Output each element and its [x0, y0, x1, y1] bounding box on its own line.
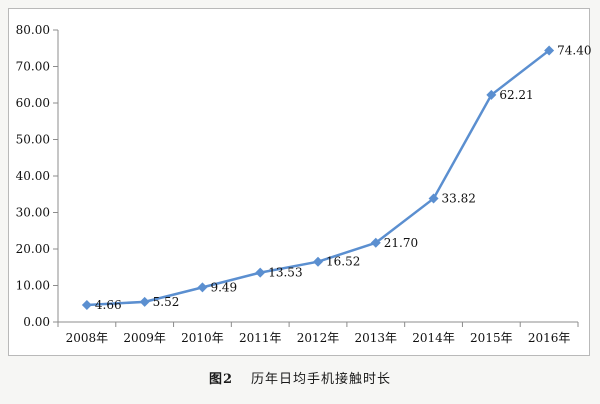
data-point-marker	[370, 237, 381, 248]
x-tick-label: 2011年	[239, 331, 282, 345]
series-line	[86, 49, 550, 307]
x-tick-label: 2008年	[66, 331, 109, 345]
data-point-marker	[197, 282, 208, 293]
y-tick-label: 60.00	[16, 96, 50, 110]
x-tick-label: 2013年	[355, 331, 398, 345]
x-tick-label: 2010年	[181, 331, 224, 345]
data-label: 16.52	[326, 255, 360, 269]
data-point-marker	[428, 193, 439, 204]
x-tick-label: 2015年	[470, 331, 513, 345]
data-point-marker	[486, 89, 497, 100]
figure-number: 图2	[208, 372, 234, 387]
x-tick-label: 2012年	[297, 331, 340, 345]
data-point-marker	[139, 296, 150, 307]
chart-frame	[8, 8, 590, 356]
data-point-marker	[81, 299, 92, 310]
data-point-marker	[255, 267, 266, 278]
data-label: 21.70	[384, 236, 418, 250]
y-tick-label: 50.00	[16, 133, 50, 147]
x-tick-label: 2014年	[412, 331, 455, 345]
data-point-marker	[544, 45, 555, 56]
y-tick-label: 0.00	[23, 315, 50, 329]
y-tick-label: 10.00	[16, 279, 50, 293]
data-label: 4.66	[95, 298, 122, 312]
figure-caption: 图2 历年日均手机接触时长	[0, 368, 600, 387]
data-point-marker	[313, 256, 323, 267]
y-tick-label: 30.00	[16, 206, 50, 220]
y-tick-label: 20.00	[16, 242, 50, 256]
data-label: 9.49	[210, 280, 237, 294]
y-tick-label: 40.00	[16, 169, 50, 183]
data-label: 13.53	[268, 266, 302, 280]
data-label: 62.21	[499, 88, 533, 102]
data-label: 74.40	[557, 43, 591, 57]
figure-title: 历年日均手机接触时长	[251, 372, 392, 387]
y-tick-label: 70.00	[16, 60, 50, 74]
data-label: 33.82	[442, 192, 476, 206]
x-tick-label: 2009年	[123, 331, 166, 345]
y-tick-label: 80.00	[16, 23, 50, 37]
data-label: 5.52	[153, 295, 180, 309]
x-tick-label: 2016年	[528, 331, 571, 345]
